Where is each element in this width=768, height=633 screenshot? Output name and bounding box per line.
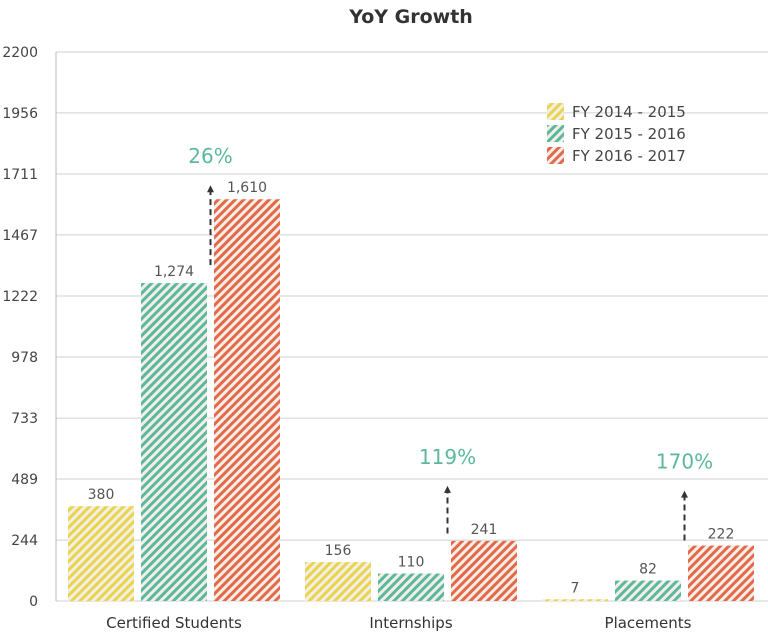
- y-tick-label: 489: [11, 472, 38, 488]
- bar: [451, 540, 517, 601]
- y-tick-label: 978: [11, 350, 38, 366]
- y-tick-label: 0: [29, 594, 38, 610]
- chart-title: YoY Growth: [348, 6, 473, 28]
- growth-percent: 170%: [656, 450, 713, 474]
- data-label: 82: [639, 562, 657, 578]
- legend-swatch: [547, 103, 564, 120]
- bar: [378, 573, 444, 601]
- data-label: 241: [471, 522, 498, 538]
- legend-label: FY 2014 - 2015: [572, 103, 686, 121]
- y-tick-label: 1956: [2, 106, 38, 122]
- data-label: 156: [325, 543, 352, 559]
- data-label: 222: [708, 527, 735, 543]
- growth-percent: 26%: [188, 144, 232, 168]
- x-tick-label: Placements: [605, 614, 692, 632]
- data-label: 110: [398, 555, 425, 571]
- y-tick-label: 244: [11, 533, 38, 549]
- y-tick-label: 733: [11, 411, 38, 427]
- bar: [542, 599, 608, 601]
- legend-label: FY 2015 - 2016: [572, 125, 686, 143]
- data-label: 380: [88, 487, 115, 503]
- legend-swatch: [547, 147, 564, 164]
- data-label: 1,274: [154, 264, 194, 280]
- y-tick-label: 2200: [2, 45, 38, 61]
- bar: [305, 562, 371, 601]
- arrow-head-icon: [207, 185, 214, 193]
- y-tick-label: 1222: [2, 289, 38, 305]
- legend-swatch: [547, 125, 564, 142]
- y-tick-label: 1711: [2, 167, 38, 183]
- y-tick-label: 1467: [2, 228, 38, 244]
- bar: [141, 283, 207, 601]
- x-tick-label: Certified Students: [106, 614, 242, 632]
- x-tick-label: Internships: [369, 614, 452, 632]
- data-label: 1,610: [227, 180, 267, 196]
- bar: [214, 199, 280, 601]
- bar: [68, 506, 134, 601]
- data-label: 7: [571, 580, 580, 596]
- arrow-head-icon: [681, 490, 688, 498]
- bar: [615, 580, 681, 601]
- growth-percent: 119%: [419, 445, 476, 469]
- bar: [688, 545, 754, 601]
- arrow-head-icon: [444, 485, 451, 493]
- legend-label: FY 2016 - 2017: [572, 147, 686, 165]
